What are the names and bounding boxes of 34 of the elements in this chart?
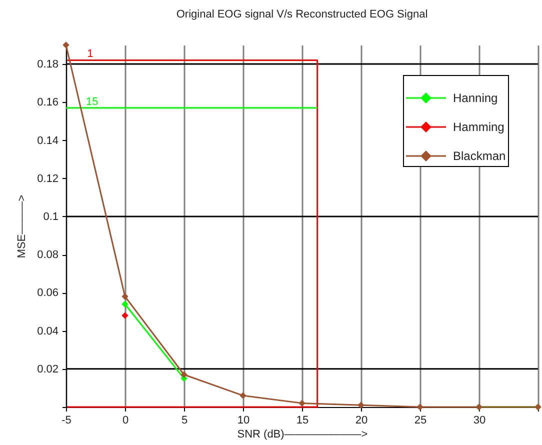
x-tick-label: 0 [122,414,129,426]
y-tick-label: 0.1 [43,210,58,223]
x-tick-label: 15 [296,414,309,426]
point [180,371,188,378]
point [122,300,128,308]
point [62,42,70,48]
point [416,404,424,410]
y-tick-label: 0.12 [37,172,58,185]
point [122,312,128,319]
legend-label: Blackman [453,149,506,163]
x-tick-label: 30 [473,414,486,426]
chart-title: Original EOG signal V/s Reconstructed EOG Signal [176,8,428,21]
y-tick-label: 0.06 [37,287,58,300]
y-tick-label: 0.16 [37,96,58,109]
point [298,400,306,407]
legend-label: Hamming [453,120,504,134]
x-axis-title: SNR (dB)———————> [237,428,368,440]
legend-label: Hanning [453,91,498,105]
x-tick-label: 5 [181,414,188,426]
x-tick-label: -5 [62,414,72,426]
y-tick-label: 0.02 [37,363,58,376]
x-tick-label: 10 [237,414,250,426]
annotation: 15 [86,96,98,108]
y-tick-label: 0.04 [37,325,58,338]
annotation: 1 [87,48,94,60]
y-axis-title: MSE———> [16,194,28,258]
y-tick-label: 0.18 [37,58,58,71]
x-tick-label: 20 [355,414,368,426]
y-tick-label: 0.14 [37,134,58,147]
x-tick-label: 25 [414,414,427,426]
point [240,392,246,399]
point [358,402,364,408]
y-tick-label: 0.08 [37,249,58,262]
point [122,293,128,300]
